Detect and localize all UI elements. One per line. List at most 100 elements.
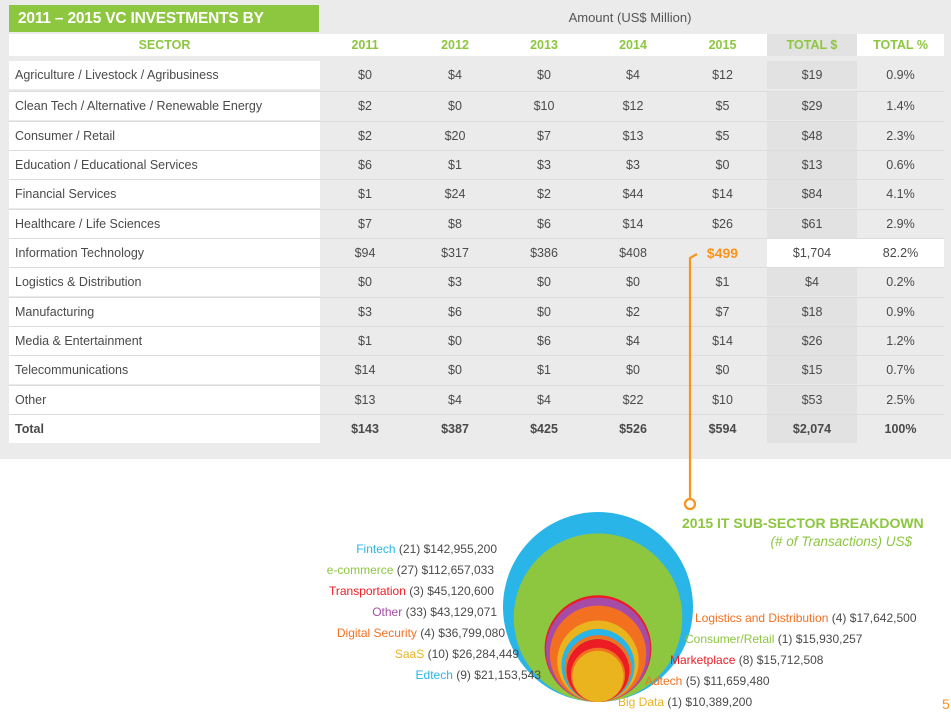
- table-row: Financial Services $1 $24 $2 $44 $14 $84 4.1%: [0, 180, 951, 208]
- cell-total-pct: 2.5%: [857, 386, 944, 414]
- cell-sector: Agriculture / Livestock / Agribusiness: [9, 61, 320, 89]
- cell-2015: $14: [678, 327, 767, 355]
- cell-2013: $425: [500, 415, 588, 443]
- table-total-row: Total $143 $387 $425 $526 $594 $2,074 100%: [0, 415, 951, 443]
- legend-transportation: Transportation (3) $45,120,600: [329, 584, 494, 599]
- cell-2011: $7: [320, 210, 410, 238]
- row-divider: [9, 385, 944, 386]
- cell-2015: $594: [678, 415, 767, 443]
- cell-total-pct: 0.9%: [857, 298, 944, 326]
- cell-2013: $1: [500, 356, 588, 384]
- legend-name: Marketplace: [670, 653, 736, 667]
- table-row: Manufacturing $3 $6 $0 $2 $7 $18 0.9%: [0, 298, 951, 326]
- cell-sector: Information Technology: [9, 239, 320, 267]
- cell-2011: $14: [320, 356, 410, 384]
- legend-marketplace: Marketplace (8) $15,712,508: [670, 653, 823, 668]
- bubble-transportation: [544, 595, 652, 702]
- legend-big-data: Big Data (1) $10,389,200: [618, 695, 752, 710]
- cell-2014: $0: [588, 356, 678, 384]
- legend-amount: $112,657,033: [421, 563, 494, 577]
- legend-amount: $21,153,543: [474, 668, 541, 682]
- cell-total-pct: 82.2%: [857, 239, 944, 267]
- cell-2014: $44: [588, 180, 678, 208]
- cell-total-pct: 1.2%: [857, 327, 944, 355]
- cell-2015: $10: [678, 386, 767, 414]
- legend-digital-security: Digital Security (4) $36,799,080: [337, 626, 505, 641]
- cell-2012: $6: [410, 298, 500, 326]
- legend-count: (4): [831, 611, 847, 625]
- cell-total-pct: 4.1%: [857, 180, 944, 208]
- legend-amount: $26,284,449: [452, 647, 519, 661]
- row-divider: [9, 326, 944, 327]
- cell-sector: Healthcare / Life Sciences: [9, 210, 320, 238]
- bubble-logistics-and-distribution: [564, 635, 632, 702]
- cell-total-pct: 100%: [857, 415, 944, 443]
- legend-fintech: Fintech (21) $142,955,200: [356, 542, 497, 557]
- row-divider: [9, 297, 944, 298]
- cell-total-usd: $15: [767, 356, 857, 384]
- col-header-total-usd: TOTAL $: [767, 34, 857, 56]
- cell-2015: $0: [678, 151, 767, 179]
- cell-2015: $0: [678, 356, 767, 384]
- amount-unit-label: Amount (US$ Million): [568, 10, 692, 25]
- legend-amount: $45,120,600: [427, 584, 494, 598]
- table-row: Clean Tech / Alternative / Renewable Ene…: [0, 92, 951, 120]
- cell-total-pct: 0.6%: [857, 151, 944, 179]
- cell-total-usd: $61: [767, 210, 857, 238]
- legend-adtech: Adtech (5) $11,659,480: [645, 674, 770, 689]
- cell-sector: Manufacturing: [9, 298, 320, 326]
- cell-2011: $1: [320, 180, 410, 208]
- cell-2012: $4: [410, 61, 500, 89]
- cell-sector: Total: [9, 415, 320, 443]
- cell-sector: Telecommunications: [9, 356, 320, 384]
- row-divider: [9, 238, 944, 239]
- bubble-edtech: [561, 628, 635, 702]
- legend-count: (27): [396, 563, 419, 577]
- cell-2013: $386: [500, 239, 588, 267]
- bubble-saas: [557, 620, 639, 703]
- legend-amount: $15,712,508: [756, 653, 824, 667]
- table-row: Other $13 $4 $4 $22 $10 $53 2.5%: [0, 386, 951, 414]
- bubble-marketplace: [566, 639, 630, 702]
- legend-count: (10): [427, 647, 449, 661]
- row-divider: [9, 267, 944, 268]
- cell-2013: $10: [500, 92, 588, 120]
- legend-amount: $15,930,257: [795, 632, 863, 646]
- cell-2013: $4: [500, 386, 588, 414]
- table-row: Information Technology $94 $317 $386 $408 $49…: [0, 239, 951, 267]
- legend-count: (1): [777, 632, 793, 646]
- cell-total-usd: $53: [767, 386, 857, 414]
- cell-total-usd: $1,704: [767, 239, 857, 267]
- cell-sector: Other: [9, 386, 320, 414]
- col-header-2014: 2014: [588, 34, 678, 56]
- cell-total-usd: $4: [767, 268, 857, 296]
- cell-total-usd: $18: [767, 298, 857, 326]
- cell-2015: $5: [678, 92, 767, 120]
- table-row: Education / Educational Services $6 $1 $3 $3…: [0, 151, 951, 179]
- cell-2015: $7: [678, 298, 767, 326]
- cell-2014: $22: [588, 386, 678, 414]
- row-divider: [9, 179, 944, 180]
- cell-2014: $4: [588, 61, 678, 89]
- legend-name: Adtech: [645, 674, 683, 688]
- cell-2014: $4: [588, 327, 678, 355]
- row-divider: [9, 209, 944, 210]
- page-number: 5: [942, 696, 950, 712]
- legend-saas: SaaS (10) $26,284,449: [395, 647, 519, 662]
- table-row: Logistics & Distribution $0 $3 $0 $0 $1 $4 0.2%: [0, 268, 951, 296]
- legend-name: SaaS: [394, 647, 425, 661]
- cell-2014: $3: [588, 151, 678, 179]
- legend-count: (33): [405, 605, 427, 619]
- bubble-consumer-retail: [566, 638, 630, 702]
- cell-total-pct: 0.7%: [857, 356, 944, 384]
- bubble-adtech: [570, 647, 626, 702]
- cell-2012: $387: [410, 415, 500, 443]
- legend-name: e-commerce: [326, 563, 394, 577]
- legend-other: Other (33) $43,129,071: [372, 605, 497, 620]
- legend-name: Other: [372, 605, 403, 619]
- legend-amount: $43,129,071: [430, 605, 497, 619]
- legend-logistics-and-distribution: Logistics and Distribution (4) $17,642,5…: [695, 611, 917, 626]
- cell-2013: $7: [500, 122, 588, 150]
- row-divider: [9, 150, 944, 151]
- cell-2012: $0: [410, 327, 500, 355]
